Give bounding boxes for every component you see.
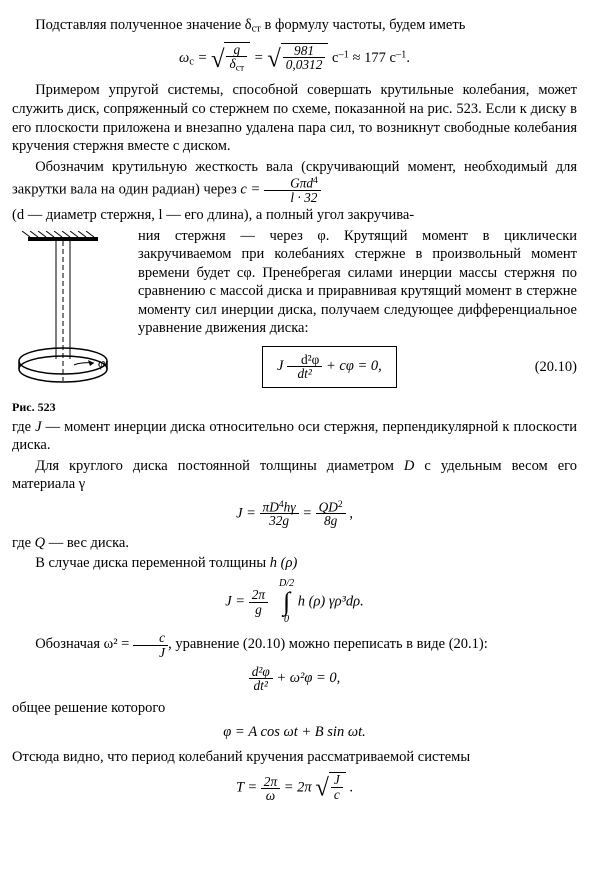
equation-omega-c: ωс = √ gδст = √ 9810,0312 с–1 ≈ 177 с–1. bbox=[12, 42, 577, 75]
equation-period: T = 2πω = 2π √ Jc . bbox=[12, 772, 577, 804]
sqrt-1: √ gδст bbox=[211, 42, 250, 75]
para-var-h: В случае диска переменной толщины h (ρ) bbox=[12, 554, 577, 573]
para-where-Q: где Q — вес диска. bbox=[12, 534, 577, 553]
omega-lhs: ωс = bbox=[179, 50, 211, 66]
sqrt-2: √ 9810,0312 bbox=[267, 43, 328, 75]
equation-20-10: J d²φdt² + cφ = 0, bbox=[262, 346, 397, 388]
equation-J-solid: J = πD4hγ32g = QD28g , bbox=[12, 500, 577, 528]
torsion-diagram-icon: φ bbox=[12, 231, 128, 391]
intro-line: Подставляя полученное значение δст в фор… bbox=[12, 16, 577, 36]
equation-ode: d²φdt² + ω²φ = 0, bbox=[12, 665, 577, 693]
para-stiffness: Обозначим крутильную жесткость вала (скр… bbox=[12, 158, 577, 205]
intro-sub: ст bbox=[252, 24, 261, 35]
para-denote-omega: Обозначая ω² = cJ, уравнение (20.10) мож… bbox=[12, 631, 577, 659]
figure-caption: Рис. 523 bbox=[12, 400, 128, 415]
intro-text-a: Подставляя полученное значение δ bbox=[35, 17, 251, 33]
equation-20-10-row: J d²φdt² + cφ = 0, (20.10) bbox=[138, 346, 577, 388]
para-general-solution-label: общее решение которого bbox=[12, 699, 577, 718]
para-example: Примером упругой системы, способной сове… bbox=[12, 81, 577, 155]
svg-text:φ: φ bbox=[98, 355, 105, 370]
figure-523: φ Рис. 523 bbox=[12, 231, 128, 416]
intro-text-b: в формулу частоты, будем иметь bbox=[261, 17, 465, 33]
frac-stiffness: Gπd4l · 32 bbox=[264, 176, 321, 204]
equation-solution: φ = A cos ωt + B sin ωt. bbox=[12, 723, 577, 742]
equation-J-integral: J = 2πg D/2 ∫ 0 h (ρ) γρ³dρ. bbox=[12, 579, 577, 625]
para-round-disk: Для круглого диска постоянной толщины ди… bbox=[12, 457, 577, 494]
figure-text-wrap: φ Рис. 523 ния стержня — через φ. Крутящ… bbox=[12, 227, 577, 418]
integral-icon: D/2 ∫ 0 bbox=[279, 579, 294, 625]
para-where-J: где J — момент инерции диска относительн… bbox=[12, 418, 577, 455]
equation-number-20-10: (20.10) bbox=[521, 358, 577, 377]
para-conclusion: Отсюда видно, что период колебаний круче… bbox=[12, 748, 577, 767]
para-dl-line: (d — диаметр стержня, l — его длина), а … bbox=[12, 206, 577, 225]
